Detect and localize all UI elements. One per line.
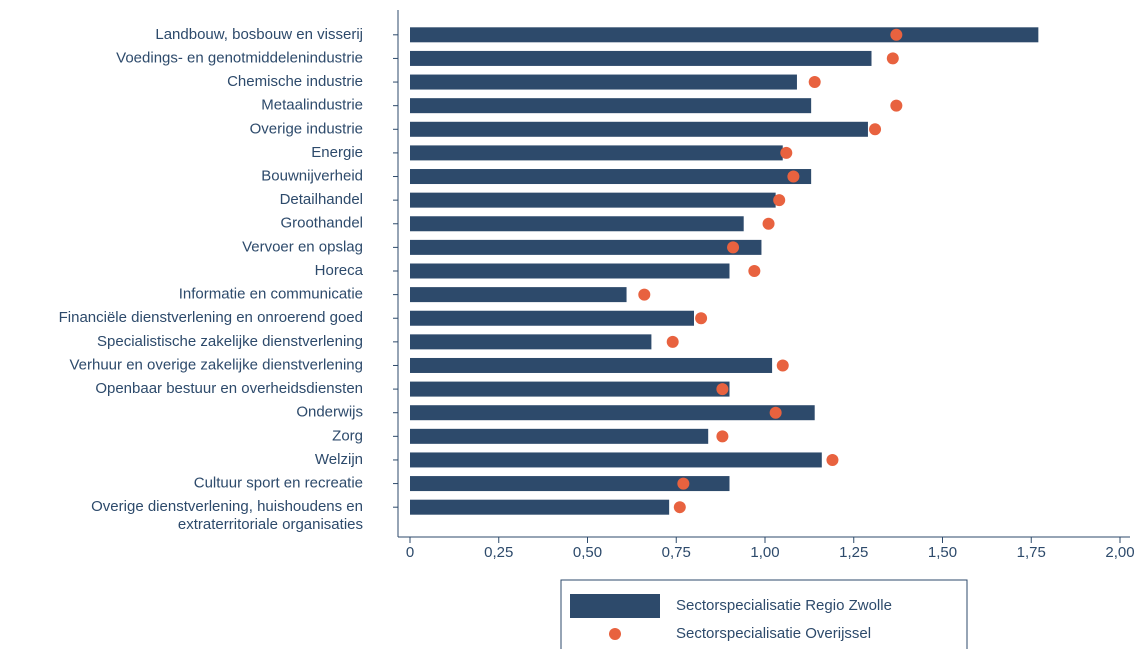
dot	[869, 123, 882, 136]
x-tick-label: 1,50	[928, 544, 957, 561]
y-tick-label: Cultuur sport en recreatie	[194, 475, 363, 492]
legend-swatch	[570, 594, 660, 618]
y-tick-label: Energie	[311, 144, 363, 161]
bar	[410, 121, 868, 137]
y-tick-label: Vervoer en opslag	[242, 238, 363, 255]
y-tick-label: Bouwnijverheid	[261, 167, 363, 184]
bar	[410, 452, 822, 468]
bar	[410, 499, 670, 515]
dot	[716, 383, 729, 396]
bar	[410, 334, 652, 350]
bar	[410, 50, 872, 66]
y-tick-label: Welzijn	[315, 451, 363, 468]
y-tick-label: Financiële dienstverlening en onroerend …	[59, 309, 363, 326]
dot	[787, 170, 800, 183]
bar	[410, 239, 762, 255]
dot	[826, 453, 839, 466]
y-tick-label: Metaalindustrie	[261, 97, 363, 114]
dot	[773, 194, 786, 207]
dot	[727, 241, 740, 254]
dot	[673, 501, 686, 514]
bar	[410, 169, 812, 185]
bar	[410, 428, 709, 444]
dot	[780, 146, 793, 159]
y-tick-label: Specialistische zakelijke dienstverlenin…	[97, 333, 363, 350]
legend-label: Sectorspecialisatie Regio Zwolle	[676, 597, 892, 614]
dot	[776, 359, 789, 372]
x-tick-label: 1,25	[839, 544, 868, 561]
bar	[410, 381, 730, 397]
dot	[762, 217, 775, 230]
dot	[769, 406, 782, 419]
dot	[886, 52, 899, 65]
bar	[410, 287, 627, 303]
y-tick-label: Zorg	[332, 427, 363, 444]
bar	[410, 405, 815, 421]
dot	[808, 76, 821, 89]
label-line: extraterritoriale organisaties	[178, 516, 363, 533]
x-tick-label: 0,25	[484, 544, 513, 561]
dot	[677, 477, 690, 490]
dot	[666, 335, 679, 348]
bar	[410, 74, 797, 90]
y-tick-label: Onderwijs	[296, 404, 363, 421]
bar	[410, 145, 783, 161]
y-tick-label: Chemische industrie	[227, 73, 363, 90]
bar	[410, 263, 730, 279]
dot	[695, 312, 708, 325]
legend-swatch	[609, 628, 621, 640]
x-tick-label: 0	[406, 544, 414, 561]
y-tick-label: Overige industrie	[250, 120, 363, 137]
y-tick-label: Openbaar bestuur en overheidsdiensten	[95, 380, 363, 397]
y-tick-label: Groothandel	[280, 215, 363, 232]
bar	[410, 476, 730, 492]
y-tick-label: Detailhandel	[280, 191, 363, 208]
y-tick-label: Landbouw, bosbouw en visserij	[155, 26, 363, 43]
dot	[890, 28, 903, 41]
bar	[410, 216, 744, 232]
x-tick-label: 2,00	[1105, 544, 1134, 561]
y-tick-label: Overige dienstverlening, huishoudens en e…	[91, 498, 363, 533]
bar	[410, 98, 812, 114]
dot	[716, 430, 729, 443]
label-line: Overige dienstverlening, huishoudens en	[91, 498, 363, 515]
y-tick-label: Voedings- en genotmiddelenindustrie	[116, 49, 363, 66]
x-tick-label: 1,75	[1017, 544, 1046, 561]
x-tick-label: 1,00	[750, 544, 779, 561]
dot	[748, 265, 761, 277]
bar	[410, 27, 1039, 43]
bar	[410, 310, 694, 326]
bar	[410, 192, 776, 208]
x-tick-label: 0,75	[662, 544, 691, 561]
dot	[890, 99, 903, 112]
y-tick-label: Informatie en communicatie	[179, 286, 363, 303]
legend-label: Sectorspecialisatie Overijssel	[676, 625, 871, 642]
y-tick-label: Horeca	[315, 262, 364, 279]
y-tick-label: Verhuur en overige zakelijke dienstverle…	[69, 356, 363, 373]
dot	[638, 288, 651, 301]
x-tick-label: 0,50	[573, 544, 602, 561]
bar	[410, 357, 773, 373]
